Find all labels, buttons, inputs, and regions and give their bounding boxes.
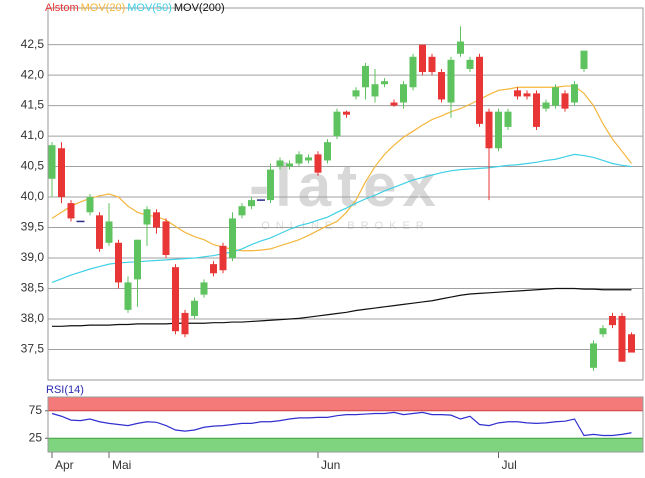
candle-body <box>552 87 559 106</box>
candle-body <box>96 215 103 249</box>
candle-body <box>295 154 303 164</box>
y-tick-label: 40,0 <box>21 189 45 203</box>
y-tick-label: 37,5 <box>21 342 45 356</box>
watermark-sub: ONLINE BROKER <box>261 220 429 232</box>
legend: Alstom MOV(20) MOV(50) MOV(200) RSI(14) <box>45 2 225 396</box>
candle-body <box>181 312 189 335</box>
candle-body <box>599 328 607 335</box>
candle-body <box>466 59 474 69</box>
moving-average-line <box>52 287 632 327</box>
candle-body <box>134 239 141 280</box>
x-tick-label: Apr <box>55 458 74 472</box>
candle-body <box>514 90 521 97</box>
candle-body <box>352 90 360 97</box>
candle-body <box>447 59 455 103</box>
y-tick-label: 39,5 <box>21 220 45 234</box>
y-tick-label: 75 <box>29 403 43 417</box>
legend-entry: MOV(50) <box>127 2 172 14</box>
candle-body <box>381 81 388 85</box>
candle-body <box>362 65 369 88</box>
candle-body <box>542 102 550 109</box>
legend-entry: MOV(200) <box>174 2 225 14</box>
candle-body <box>219 245 227 271</box>
rsi-title: RSI(14) <box>46 384 84 396</box>
candle-body <box>333 111 341 137</box>
candle-body <box>105 221 113 243</box>
moving-average-line <box>51 153 632 283</box>
rsi-frame <box>47 396 644 453</box>
candle-body <box>324 142 331 161</box>
candle-body <box>343 111 350 115</box>
rsi-band <box>47 396 644 412</box>
y-tick-label: 25 <box>29 430 43 444</box>
candle-body <box>590 343 597 368</box>
candle-body <box>580 50 588 69</box>
candle-body <box>248 200 255 207</box>
rsi-line <box>51 411 632 437</box>
candle-body <box>200 282 208 295</box>
candle-body <box>286 163 293 167</box>
y-tick-label: 42,0 <box>21 67 45 81</box>
plot-frame <box>47 7 644 381</box>
candle-body <box>409 56 417 88</box>
candle-body <box>58 148 65 198</box>
candle-body <box>314 154 322 173</box>
candle-body <box>495 111 502 149</box>
candle-body <box>115 242 122 283</box>
y-tick-label: 38,5 <box>21 281 45 295</box>
candle-body <box>267 169 274 201</box>
candle-body <box>561 93 569 109</box>
candle-body <box>191 300 198 316</box>
y-tick-label: 40,5 <box>21 159 45 173</box>
x-tick-label: Mai <box>112 458 131 472</box>
candle-body <box>124 282 132 310</box>
y-tick-label: 38,0 <box>21 311 45 325</box>
candle-body <box>305 157 312 161</box>
candle-body <box>238 206 246 216</box>
y-tick-label: 39,0 <box>21 250 45 264</box>
candle-body <box>67 203 75 219</box>
candle-body <box>628 334 635 353</box>
candle-body <box>457 41 464 54</box>
candle-body <box>428 56 436 73</box>
candle-body <box>172 267 179 332</box>
candle-body <box>571 84 578 103</box>
candle-body <box>609 315 616 326</box>
candle-body <box>504 111 512 127</box>
y-tick-label: 41,0 <box>21 128 45 142</box>
candle-body <box>276 160 284 167</box>
y-tick-label: 41,5 <box>21 98 45 112</box>
candle-body <box>533 93 540 127</box>
candle-body <box>400 84 407 103</box>
marks <box>48 26 635 437</box>
candle-body <box>153 212 160 228</box>
rsi-band <box>47 437 644 453</box>
legend-entry: Alstom <box>45 2 79 14</box>
candle-body <box>485 111 493 149</box>
candle-body <box>618 315 626 362</box>
candle-body <box>210 264 217 274</box>
candle-body <box>523 93 531 97</box>
grid <box>45 7 644 453</box>
candle-body <box>438 72 445 100</box>
candle-body <box>162 221 170 255</box>
candle-body <box>371 84 379 97</box>
legend-entry: MOV(20) <box>81 2 126 14</box>
candle-body <box>390 102 398 106</box>
candle-body <box>229 218 236 259</box>
candle-body <box>476 56 483 124</box>
candle-body <box>48 145 56 179</box>
candle-body <box>86 197 94 213</box>
candle-body <box>419 44 426 73</box>
axes: 37,5 38,0 38,5 39,0 39,5 40,0 40,5 41,0 41,5 42,0… <box>21 37 517 472</box>
x-tick-label: Jul <box>502 458 517 472</box>
y-tick-label: 42,5 <box>21 37 45 51</box>
candle-body <box>143 209 151 225</box>
x-tick-label: Jun <box>321 458 340 472</box>
